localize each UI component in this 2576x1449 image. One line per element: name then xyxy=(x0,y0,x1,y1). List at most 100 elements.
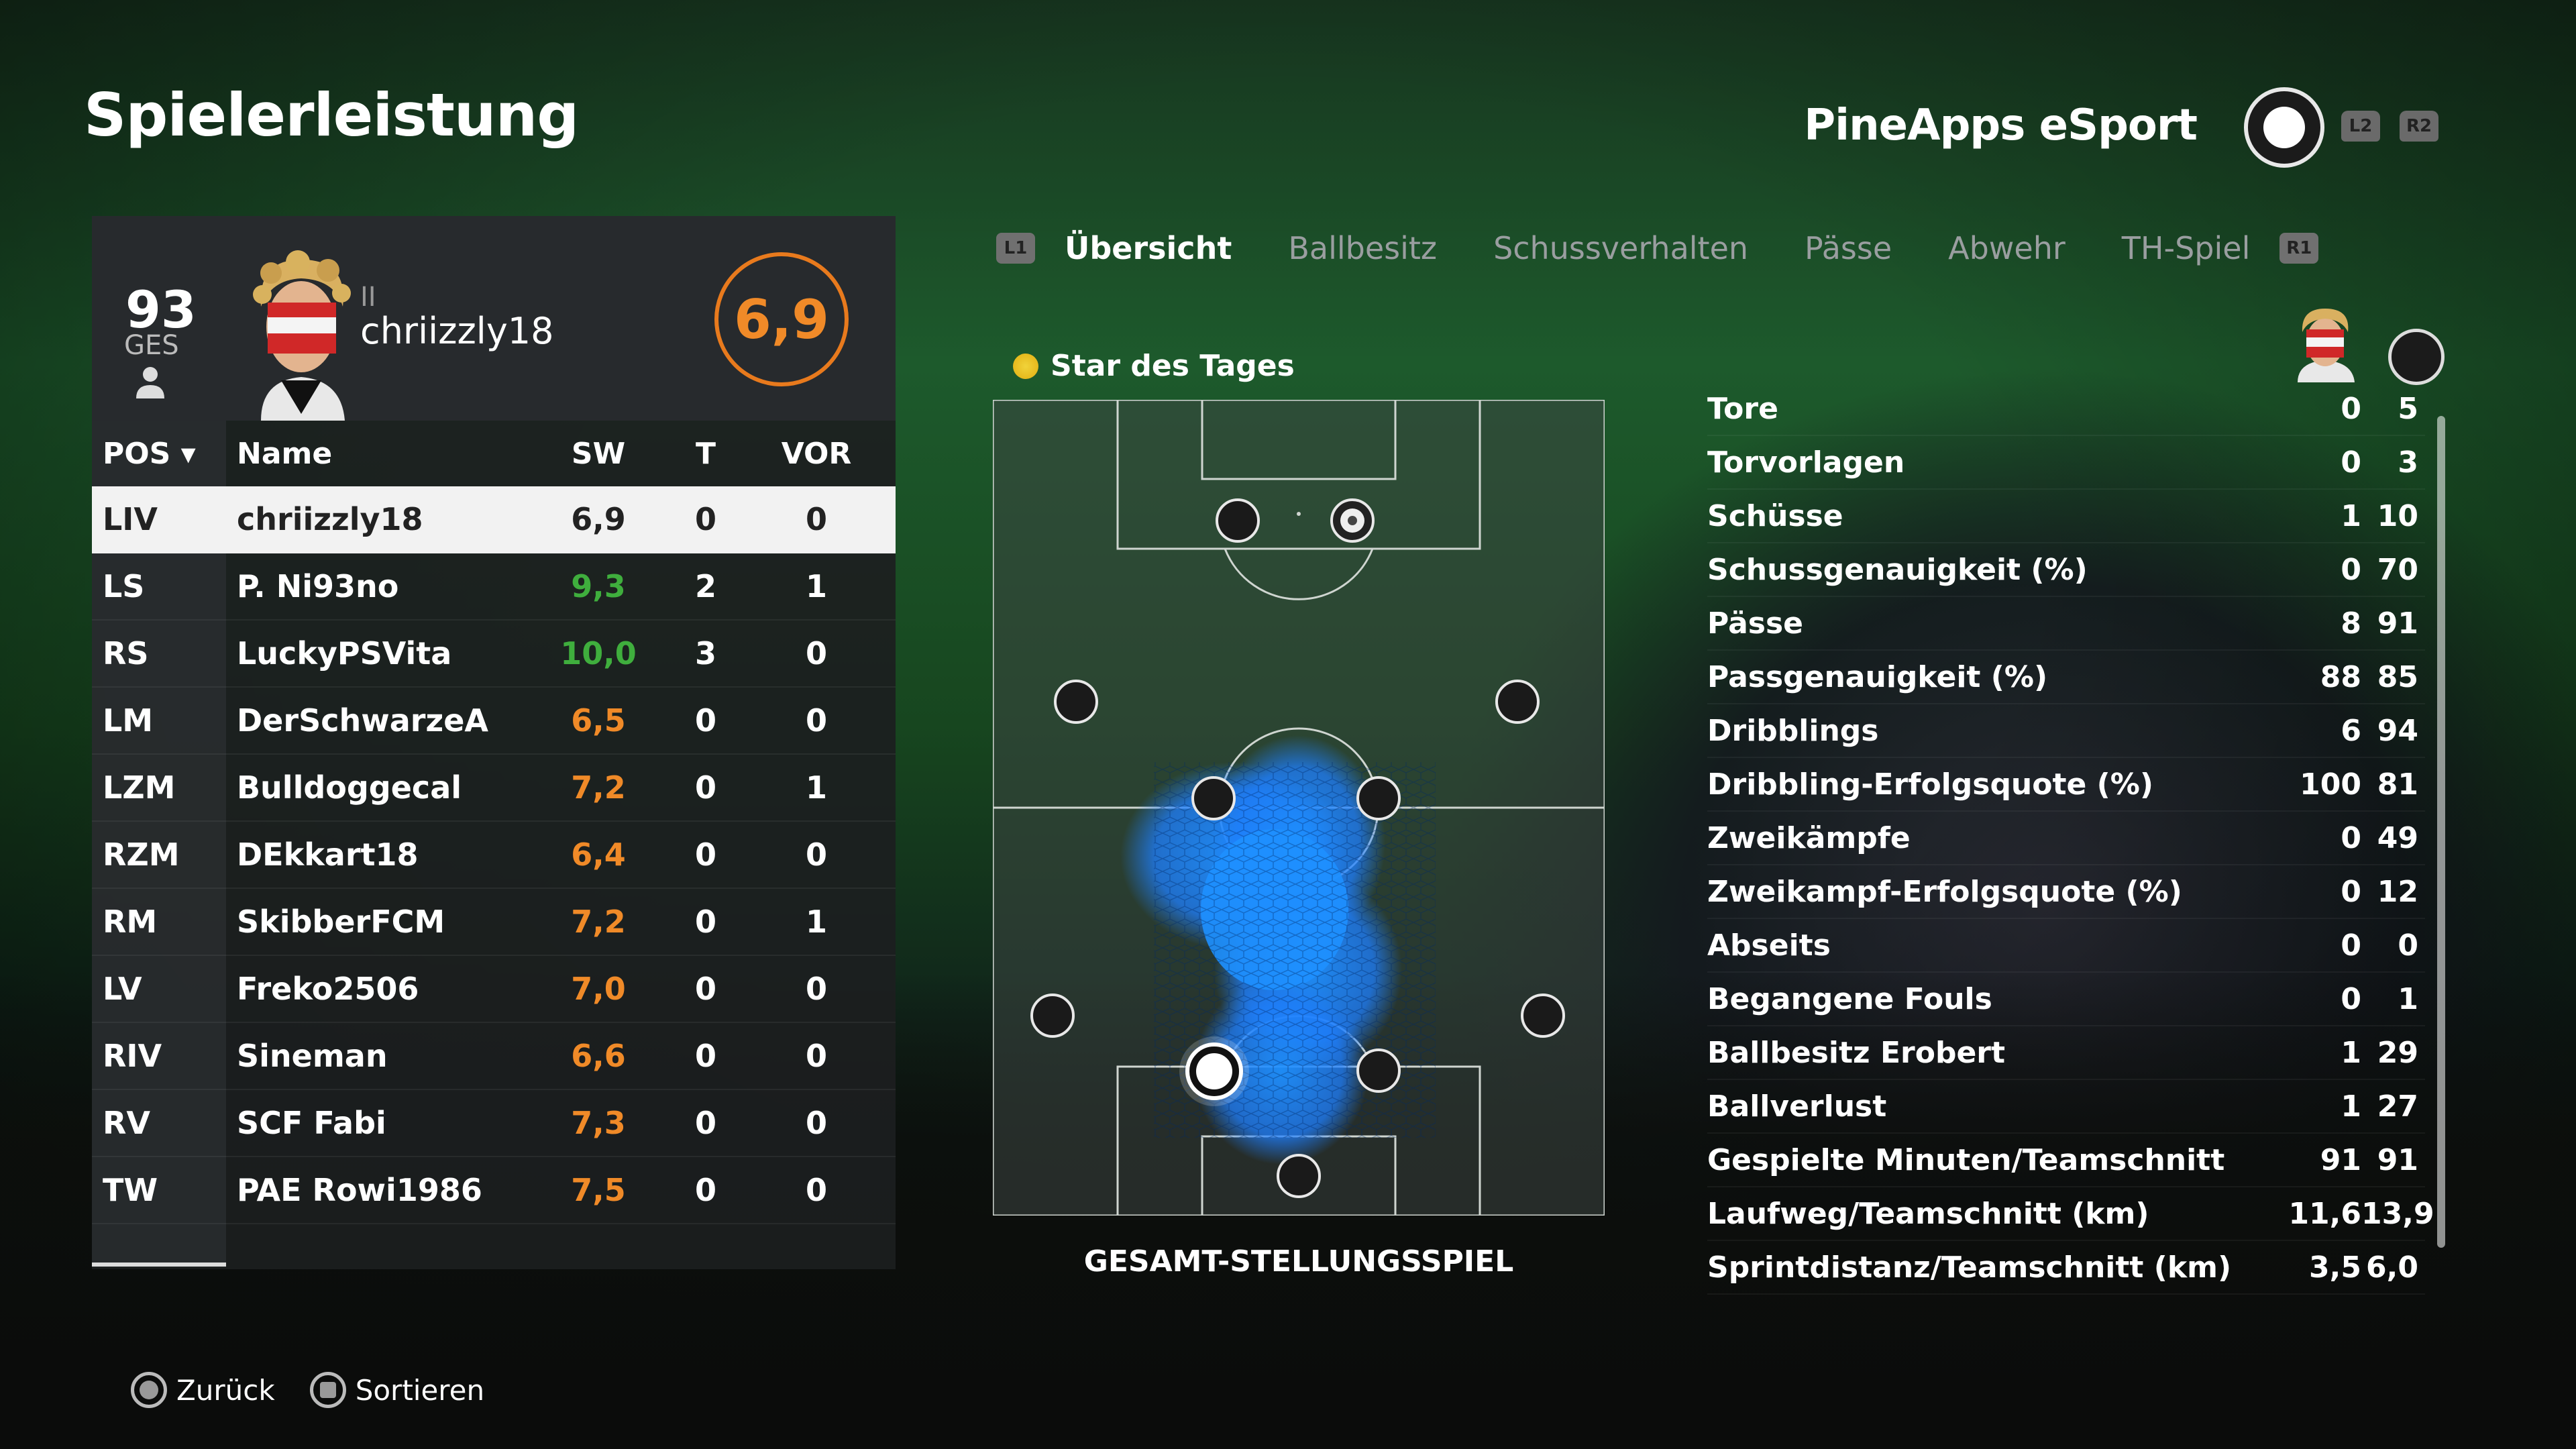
row-name: Sineman xyxy=(237,1038,388,1074)
header-t[interactable]: T xyxy=(695,436,716,471)
row-sw: 10,0 xyxy=(560,635,637,672)
stat-row: Abseits 0 0 xyxy=(1707,919,2425,973)
table-row[interactable]: RZM DEkkart18 6,4 0 0 xyxy=(92,822,896,889)
stat-row: Pässe 8 91 xyxy=(1707,597,2425,651)
l1-button[interactable]: L1 xyxy=(996,233,1035,264)
pitch-heatmap xyxy=(993,400,1605,1216)
sort-label[interactable]: Sortieren xyxy=(355,1373,485,1407)
stat-team-value: 29 xyxy=(2377,1035,2418,1070)
stat-row: Schussgenauigkeit (%) 0 70 xyxy=(1707,543,2425,597)
player-avatar xyxy=(253,250,351,421)
stat-player-value: 0 xyxy=(2341,928,2361,963)
row-t: 0 xyxy=(694,837,716,873)
stat-row: Sprintdistanz/Teamschnitt (km) 3,5 6,0 xyxy=(1707,1241,2425,1295)
stat-player-value: 3,5 xyxy=(2309,1250,2361,1285)
table-row[interactable]: RIV Sineman 6,6 0 0 xyxy=(92,1023,896,1090)
row-pos: RV xyxy=(103,1105,151,1141)
row-name: PAE Rowi1986 xyxy=(237,1172,482,1208)
row-name: LuckyPSVita xyxy=(237,635,452,672)
stat-team-value: 70 xyxy=(2377,552,2418,587)
star-of-day-label: Star des Tages xyxy=(1051,349,1295,383)
row-vor: 0 xyxy=(805,501,827,537)
r2-button[interactable]: R2 xyxy=(2400,111,2438,142)
table-row[interactable]: LM DerSchwarzeA 6,5 0 0 xyxy=(92,688,896,755)
stat-row: Ballverlust 1 27 xyxy=(1707,1080,2425,1134)
circle-button-icon xyxy=(131,1372,167,1408)
header-sw[interactable]: SW xyxy=(571,436,626,471)
stat-label: Pässe xyxy=(1707,606,1803,641)
footer-hints: Zurück Sortieren xyxy=(131,1372,519,1408)
player-panel: 93 GES II chriizzly18 6,9 POS ▾ Name SW xyxy=(92,216,896,1269)
stat-row: Passgenauigkeit (%) 88 85 xyxy=(1707,651,2425,704)
table-row[interactable]: RM SkibberFCM 7,2 0 1 xyxy=(92,889,896,956)
tab-4[interactable]: Abwehr xyxy=(1948,230,2065,266)
back-label[interactable]: Zurück xyxy=(176,1373,275,1407)
header-name[interactable]: Name xyxy=(237,436,333,471)
stat-player-value: 91 xyxy=(2320,1142,2361,1177)
table-row[interactable]: RS LuckyPSVita 10,0 3 0 xyxy=(92,621,896,688)
row-vor: 0 xyxy=(805,1172,827,1208)
table-row[interactable]: TW PAE Rowi1986 7,5 0 0 xyxy=(92,1157,896,1224)
stat-team-value: 6,0 xyxy=(2366,1250,2418,1285)
tab-3[interactable]: Pässe xyxy=(1805,230,1892,266)
pos-underline xyxy=(92,1263,226,1267)
match-rating: 6,9 xyxy=(714,252,849,386)
row-sw: 7,3 xyxy=(571,1105,626,1141)
stat-team-value: 49 xyxy=(2377,820,2418,855)
header-pos[interactable]: POS ▾ xyxy=(103,436,196,471)
tab-5[interactable]: TH-Spiel xyxy=(2121,230,2251,266)
row-pos: RS xyxy=(103,635,149,672)
tab-1[interactable]: Ballbesitz xyxy=(1288,230,1438,266)
row-name: Bulldoggecal xyxy=(237,769,462,806)
pos-column-bg xyxy=(92,421,226,1267)
stat-player-value: 6 xyxy=(2341,713,2361,748)
row-t: 0 xyxy=(694,1172,716,1208)
table-row[interactable]: LZM Bulldoggecal 7,2 0 1 xyxy=(92,755,896,822)
stat-team-value: 12 xyxy=(2377,874,2418,909)
stat-label: Tore xyxy=(1707,391,1778,426)
stat-label: Ballverlust xyxy=(1707,1089,1887,1124)
row-sw: 6,9 xyxy=(571,501,626,537)
players-table: POS ▾ Name SW T VOR LIV chriizzly18 6,9 0 0 L… xyxy=(92,421,896,1224)
row-vor: 1 xyxy=(805,568,827,604)
row-t: 0 xyxy=(694,769,716,806)
row-vor: 1 xyxy=(805,769,827,806)
row-t: 2 xyxy=(694,568,716,604)
row-name: P. Ni93no xyxy=(237,568,399,604)
row-sw: 6,6 xyxy=(571,1038,626,1074)
stat-row: Dribbling-Erfolgsquote (%) 100 81 xyxy=(1707,758,2425,812)
row-vor: 0 xyxy=(805,702,827,739)
row-pos: LS xyxy=(103,568,145,604)
stat-label: Zweikampf-Erfolgsquote (%) xyxy=(1707,874,2182,909)
player-mini-avatar xyxy=(2298,309,2355,382)
tab-0[interactable]: Übersicht xyxy=(1065,230,1232,266)
l2-button[interactable]: L2 xyxy=(2341,111,2380,142)
header-vor[interactable]: VOR xyxy=(781,436,852,471)
stat-team-value: 13,9 xyxy=(2361,1196,2434,1231)
stats-scrollbar[interactable] xyxy=(2437,416,2445,1248)
stat-team-value: 0 xyxy=(2398,928,2418,963)
stat-player-value: 11,6 xyxy=(2288,1196,2361,1231)
stat-row: Gespielte Minuten/Teamschnitt 91 91 xyxy=(1707,1134,2425,1187)
stat-team-value: 94 xyxy=(2377,713,2418,748)
stat-player-value: 0 xyxy=(2341,820,2361,855)
tab-2[interactable]: Schussverhalten xyxy=(1493,230,1749,266)
stat-row: Laufweg/Teamschnitt (km) 11,6 13,9 xyxy=(1707,1187,2434,1241)
row-t: 3 xyxy=(694,635,716,672)
player-name: chriizzly18 xyxy=(360,310,554,352)
r1-button[interactable]: R1 xyxy=(2279,233,2319,264)
stat-row: Zweikämpfe 0 49 xyxy=(1707,812,2425,865)
player-header: 93 GES II chriizzly18 6,9 xyxy=(92,216,896,421)
table-row[interactable]: LV Freko2506 7,0 0 0 xyxy=(92,956,896,1023)
stat-row: Begangene Fouls 0 1 xyxy=(1707,973,2425,1026)
table-header: POS ▾ Name SW T VOR xyxy=(92,421,896,486)
stat-row: Schüsse 1 10 xyxy=(1707,490,2425,543)
table-row[interactable]: LS P. Ni93no 9,3 2 1 xyxy=(92,553,896,621)
stat-team-value: 10 xyxy=(2377,498,2418,533)
star-of-day: Star des Tages xyxy=(1013,349,1295,383)
row-t: 0 xyxy=(694,904,716,940)
table-row[interactable]: RV SCF Fabi 7,3 0 0 xyxy=(92,1090,896,1157)
table-row[interactable]: LIV chriizzly18 6,9 0 0 xyxy=(92,486,896,553)
stat-player-value: 0 xyxy=(2341,552,2361,587)
row-name: Freko2506 xyxy=(237,971,419,1007)
